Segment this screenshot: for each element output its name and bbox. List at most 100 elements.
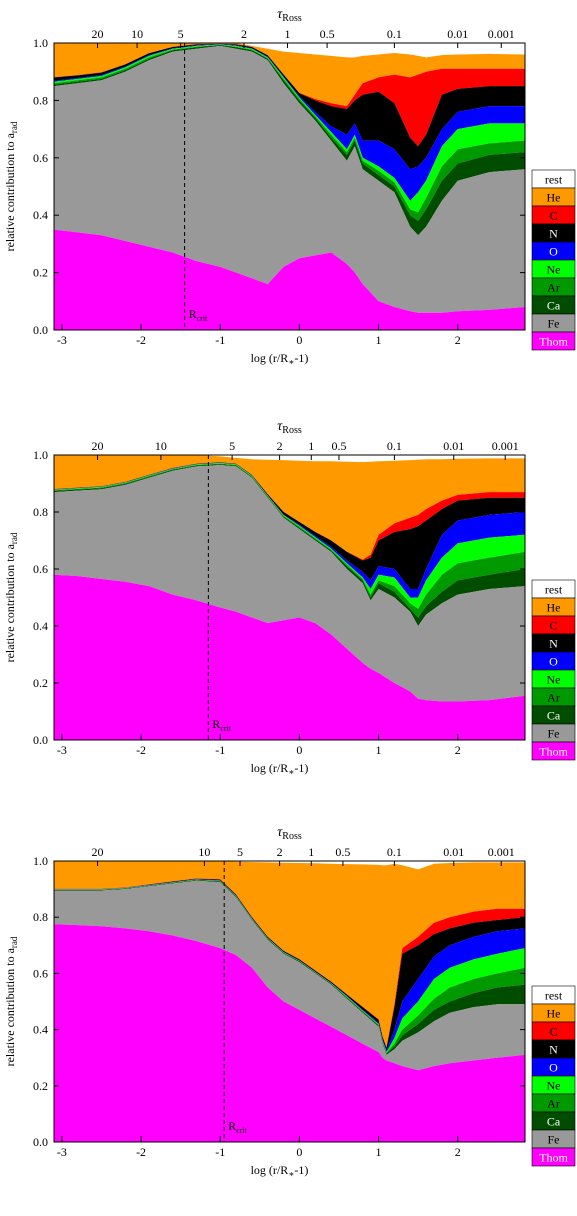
legend-label-n: N <box>549 1043 558 1057</box>
area-he <box>54 43 525 107</box>
tau-subscript: Ross <box>282 425 302 436</box>
legend-label-thom: Thom <box>539 335 568 349</box>
legend-label-o: O <box>549 1061 558 1075</box>
y-axis-label: relative contribution to arad <box>3 121 19 251</box>
y-tick-label: 0.2 <box>33 676 48 690</box>
area-o <box>54 879 525 1053</box>
top-tick-label: 20 <box>92 27 104 41</box>
r-crit-label-sub: crit <box>236 1126 247 1135</box>
y-tick-label: 0.8 <box>33 93 48 107</box>
x-tick-label: 0 <box>296 1145 302 1159</box>
legend-swatch-thom <box>531 331 576 351</box>
x-tick-label: 1 <box>376 1145 382 1159</box>
legend-label-ne: Ne <box>547 263 561 277</box>
plot-frame <box>53 860 526 1143</box>
tau-subscript: Ross <box>282 13 302 24</box>
y-axis-label-main: relative contribution to a <box>3 947 17 1066</box>
y-tick-label: 0.0 <box>33 733 48 747</box>
y-axis-label: relative contribution to arad <box>3 936 19 1066</box>
panel-2: 0.0 0.2 0.4 0.6 0.8 1.0 -3 -2 -1 0 1 2 20 10 5 2 1 0.5 0.1… <box>3 419 576 777</box>
top-tick-label: 5 <box>237 845 243 859</box>
legend-label-he: He <box>547 1007 561 1021</box>
y-tick-label: 0.0 <box>33 1135 48 1149</box>
x-tick-label: -3 <box>57 1145 67 1159</box>
x-axis-label: log (r/R∗-1) <box>251 1163 309 1179</box>
x-axis-label-star: ∗ <box>288 767 294 777</box>
y-tick-label: 0.6 <box>33 151 48 165</box>
top-tick-label: 1 <box>308 845 314 859</box>
top-tick-label: 0.5 <box>335 845 350 859</box>
x-tick-label: -2 <box>136 1145 146 1159</box>
top-tick-label: 20 <box>92 439 104 453</box>
top-tick-label: 20 <box>92 845 104 859</box>
tau-symbol: τ <box>277 7 283 22</box>
r-crit-label: Rcrit <box>189 307 208 323</box>
top-tick-label: 0.1 <box>387 845 402 859</box>
top-tick-label: 1 <box>308 439 314 453</box>
tau-symbol: τ <box>277 825 283 840</box>
x-axis-label-star: ∗ <box>288 1169 294 1179</box>
y-tick-label: 0.4 <box>33 1023 48 1037</box>
legend-label-ca: Ca <box>547 709 561 723</box>
legend-label-thom: Thom <box>539 745 568 759</box>
legend-label-ar: Ar <box>547 691 560 705</box>
legend-label-rest: rest <box>545 583 563 597</box>
x-tick-label: 0 <box>296 333 302 347</box>
area-n <box>54 43 525 170</box>
x-tick-label: 2 <box>455 1145 461 1159</box>
y-tick-label: 0.4 <box>33 619 48 633</box>
legend-label-o: O <box>549 655 558 669</box>
top-tick-label: 2 <box>241 27 247 41</box>
x-axis-label-tail: -1) <box>294 351 308 365</box>
top-tick-label: 0.5 <box>331 439 346 453</box>
legend-label-he: He <box>547 601 561 615</box>
y-tick-label: 0.6 <box>33 966 48 980</box>
top-tick-label: 0.1 <box>387 439 402 453</box>
area-c <box>54 43 525 147</box>
y-tick-label: 0.2 <box>33 1079 48 1093</box>
legend-label-ar: Ar <box>547 1097 560 1111</box>
top-tick-label: 0.5 <box>320 27 335 41</box>
r-crit-label: Rcrit <box>212 717 231 733</box>
panel-1: 0.0 0.2 0.4 0.6 0.8 1.0 -3 -2 -1 0 1 2 20 10 5 2 1 0.5 0.1… <box>3 7 576 367</box>
y-tick-label: 0.8 <box>33 910 48 924</box>
top-axis-title: τRoss <box>277 419 302 436</box>
legend-label-ne: Ne <box>547 1079 561 1093</box>
x-tick-label: -3 <box>57 333 67 347</box>
area-fe <box>54 465 525 702</box>
top-tick-label: 0.001 <box>492 439 519 453</box>
top-tick-label: 0.01 <box>443 439 464 453</box>
y-tick-label: 0.4 <box>33 208 48 222</box>
legend-label-c: C <box>549 619 557 633</box>
area-n <box>54 462 525 589</box>
y-axis-label: relative contribution to arad <box>3 532 19 662</box>
r-crit-label-main: R <box>212 717 220 731</box>
top-tick-label: 10 <box>198 845 210 859</box>
area-he <box>54 861 525 1048</box>
top-tick-label: 0.1 <box>387 27 402 41</box>
y-axis-label-main: relative contribution to a <box>3 543 17 662</box>
r-crit-label-sub: crit <box>220 724 231 733</box>
legend-label-ca: Ca <box>547 299 561 313</box>
area-rest <box>54 861 525 870</box>
y-axis-label-sub: rad <box>9 121 19 133</box>
area-fe <box>54 45 525 313</box>
area-thom <box>54 229 525 330</box>
top-tick-label: 10 <box>155 439 167 453</box>
area-rest <box>54 43 525 58</box>
r-crit-label-main: R <box>189 307 197 321</box>
x-tick-label: -2 <box>136 333 146 347</box>
r-crit-label-main: R <box>228 1119 236 1133</box>
x-tick-label: -1 <box>215 1145 225 1159</box>
top-tick-label: 5 <box>178 27 184 41</box>
legend-label-thom: Thom <box>539 1151 568 1165</box>
top-axis-title: τRoss <box>277 825 302 842</box>
legend-label-c: C <box>549 209 557 223</box>
legend-label-fe: Fe <box>548 727 560 741</box>
x-axis-label-star: ∗ <box>288 357 294 367</box>
x-axis-label-tail: -1) <box>294 1163 308 1177</box>
legend-label-o: O <box>549 245 558 259</box>
y-tick-label: 1.0 <box>33 448 48 462</box>
panel-3: 0.0 0.2 0.4 0.6 0.8 1.0 -3 -2 -1 0 1 2 20 10 5 2 1 0.5 0.1… <box>3 825 576 1179</box>
